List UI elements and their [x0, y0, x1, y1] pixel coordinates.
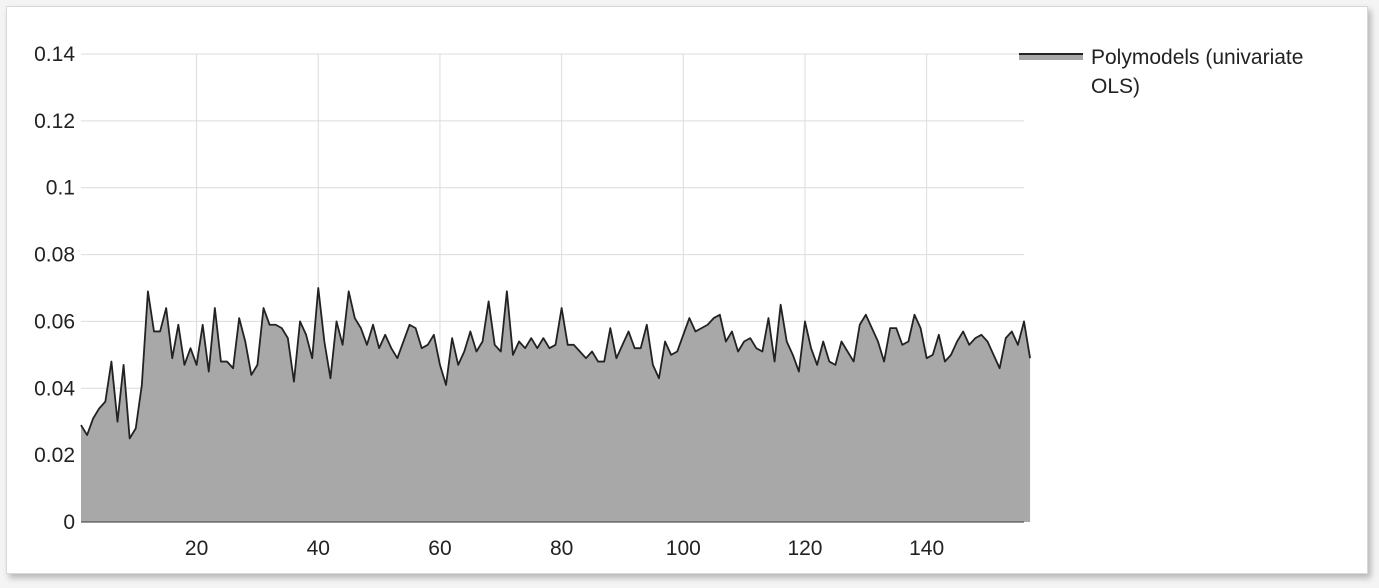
- legend-label: Polymodels (univariate: [1091, 46, 1303, 69]
- legend-swatch-fill: [1019, 54, 1083, 60]
- y-tick-label: 0: [63, 511, 75, 534]
- y-tick-label: 0.06: [34, 310, 75, 333]
- area-chart: 0 0.02 0.04 0.06 0.08 0.1 0.12 0.14 20 40 60 80 100…: [34, 43, 1303, 560]
- x-tick-label: 100: [666, 537, 701, 560]
- x-tick-label: 120: [787, 537, 822, 560]
- chart-frame: 0 0.02 0.04 0.06 0.08 0.1 0.12 0.14 20 40 60 80 100…: [6, 6, 1368, 574]
- series-line: [80, 287, 1031, 440]
- y-tick-label: 0.02: [34, 444, 75, 467]
- x-tick-label: 40: [307, 537, 330, 560]
- series-area-fill: [81, 288, 1031, 522]
- x-tick-label: 60: [428, 537, 451, 560]
- y-tick-label: 0.08: [34, 244, 75, 267]
- y-axis-ticks: 0 0.02 0.04 0.06 0.08 0.1 0.12 0.14: [34, 43, 75, 534]
- legend: Polymodels (univariate OLS): [1019, 46, 1303, 98]
- y-tick-label: 0.04: [34, 377, 75, 400]
- y-tick-label: 0.14: [34, 43, 75, 66]
- x-axis-ticks: 20 40 60 80 100 120 140: [185, 537, 944, 560]
- y-tick-label: 0.1: [46, 177, 75, 200]
- x-tick-label: 140: [909, 537, 944, 560]
- legend-label: OLS): [1091, 75, 1140, 98]
- y-tick-label: 0.12: [34, 110, 75, 133]
- x-tick-label: 80: [550, 537, 573, 560]
- series-area: [80, 287, 1031, 522]
- x-tick-label: 20: [185, 537, 208, 560]
